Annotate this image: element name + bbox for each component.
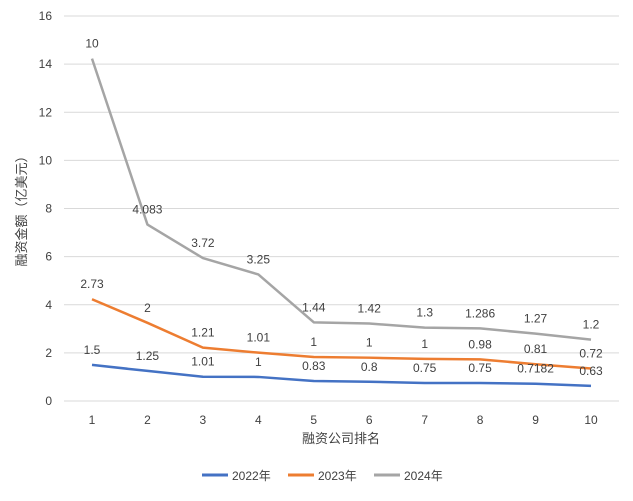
data-label: 1.01 — [247, 331, 271, 345]
y-tick-label: 4 — [45, 298, 52, 312]
x-tick-label: 1 — [89, 413, 96, 427]
data-label: 3.25 — [247, 252, 271, 266]
legend-label: 2024年 — [404, 469, 443, 483]
series-line-2022年 — [91, 363, 592, 388]
y-tick-label: 0 — [45, 394, 52, 408]
data-label: 1.01 — [191, 355, 215, 369]
y-tick-label: 10 — [39, 153, 53, 167]
series-line-2024年 — [90, 58, 592, 341]
data-label: 1 — [255, 355, 262, 369]
data-label: 3.72 — [191, 236, 215, 250]
x-tick-label: 2 — [144, 413, 151, 427]
data-label: 0.72 — [579, 347, 603, 361]
x-tick-label: 8 — [477, 413, 484, 427]
y-tick-label: 8 — [45, 202, 52, 216]
x-tick-label: 9 — [532, 413, 539, 427]
data-label: 0.8 — [361, 360, 378, 374]
data-label: 0.98 — [468, 337, 492, 351]
data-label: 10 — [85, 37, 99, 51]
data-label: 2.73 — [80, 277, 104, 291]
data-label: 1.44 — [302, 300, 326, 314]
y-tick-label: 16 — [39, 9, 53, 23]
data-label: 1.286 — [465, 306, 495, 320]
x-tick-label: 5 — [310, 413, 317, 427]
data-label: 0.81 — [524, 342, 548, 356]
x-tick-label: 3 — [200, 413, 207, 427]
series-line-2023年 — [91, 298, 592, 370]
data-label: 1.2 — [583, 318, 600, 332]
data-label: 0.75 — [468, 361, 492, 375]
data-label: 1 — [421, 337, 428, 351]
data-label: 1.5 — [84, 343, 101, 357]
x-axis-title: 融资公司排名 — [302, 431, 380, 446]
data-label: 0.83 — [302, 359, 326, 373]
x-tick-label: 6 — [366, 413, 373, 427]
data-label: 1.27 — [524, 312, 548, 326]
legend: 2022年 2023年 2024年 — [202, 469, 443, 483]
data-label: 0.63 — [579, 364, 603, 378]
data-label: 1.25 — [136, 349, 160, 363]
y-tick-label: 2 — [45, 346, 52, 360]
y-tick-label: 6 — [45, 250, 52, 264]
data-label: 1.21 — [191, 326, 215, 340]
x-tick-label: 7 — [421, 413, 428, 427]
legend-label: 2023年 — [318, 469, 357, 483]
x-tick-label: 4 — [255, 413, 262, 427]
data-label: 0.7182 — [517, 362, 554, 376]
x-tick-label: 10 — [584, 413, 598, 427]
data-label: 1 — [310, 335, 317, 349]
data-label: 1 — [366, 336, 373, 350]
data-label: 1.42 — [358, 302, 382, 316]
data-label: 0.75 — [413, 361, 437, 375]
legend-label: 2022年 — [232, 469, 271, 483]
y-axis-title: 融资金额（亿美元） — [14, 149, 29, 266]
data-label: 1.3 — [416, 306, 433, 320]
data-label: 2 — [144, 301, 151, 315]
data-label: 4.083 — [132, 203, 162, 217]
y-tick-label: 12 — [39, 105, 53, 119]
y-tick-label: 14 — [39, 57, 53, 71]
